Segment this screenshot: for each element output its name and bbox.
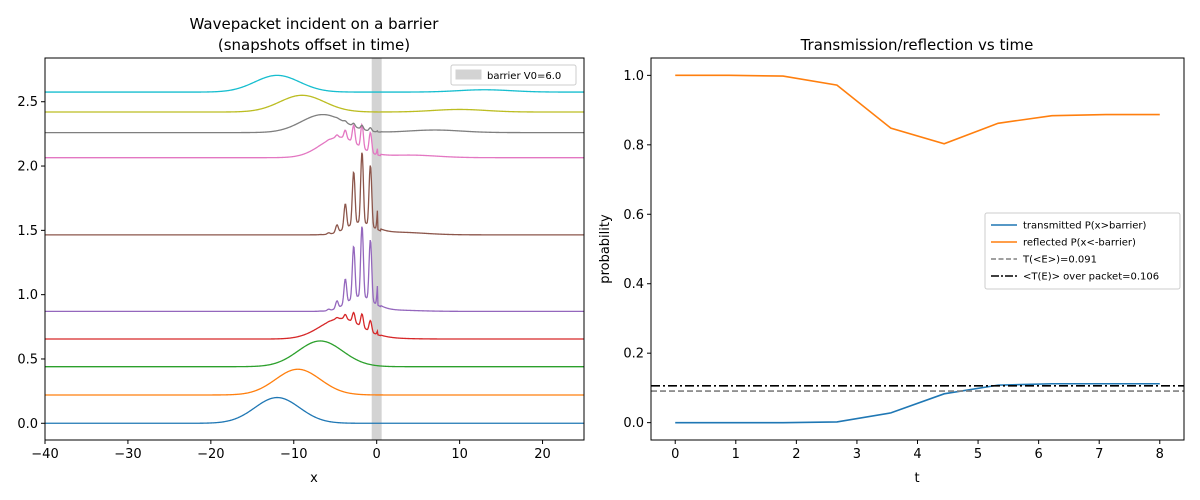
y-tick-label: 1.5: [17, 224, 38, 239]
wavepacket-lines: [45, 74, 584, 424]
legend-label-0: transmitted P(x>barrier): [1023, 221, 1147, 232]
x-tick-label: 10: [451, 447, 468, 462]
wavepacket-line-2: [45, 340, 584, 368]
x-tick-label: 4: [913, 447, 921, 462]
x-tick-label: −20: [197, 447, 224, 462]
barrier-band: [371, 58, 382, 440]
chart2-xlabel: t: [914, 471, 919, 486]
y-tick-label: 1.0: [17, 288, 38, 303]
x-tick-label: 20: [534, 447, 551, 462]
chart2-ticks: 0 1 2 3 4 5 6 7 8 0.0 0.2 0.4 0.6 0.8 1.0: [623, 69, 1164, 462]
legend-label-1: reflected P(x<-barrier): [1023, 238, 1136, 249]
x-tick-label: 6: [1034, 447, 1042, 462]
x-tick-label: −40: [31, 447, 58, 462]
y-tick-label: 0.0: [623, 416, 644, 431]
y-tick-label: 2.5: [17, 95, 38, 110]
x-tick-label: −30: [114, 447, 141, 462]
probability-lines: [651, 74, 1184, 424]
y-tick-label: 0.6: [623, 208, 644, 223]
chart1-legend: barrier V0=6.0: [450, 64, 577, 86]
x-tick-label: −10: [280, 447, 307, 462]
chart1-axes-frame: [44, 57, 585, 441]
wavepacket-line-3: [45, 311, 584, 340]
chart2-legend-box: [984, 212, 1181, 290]
x-tick-label: 1: [732, 447, 740, 462]
x-tick-label: 3: [853, 447, 861, 462]
legend-label-2: T(<E>)=0.091: [1022, 255, 1097, 266]
y-tick-label: 0.4: [623, 277, 644, 292]
chart2-legend: transmitted P(x>barrier) reflected P(x<-b…: [984, 212, 1181, 290]
y-tick-label: 0.8: [623, 138, 644, 153]
chart2-axes-frame: [650, 57, 1185, 441]
legend-barrier-label: barrier V0=6.0: [487, 71, 561, 82]
chart1-xlabel: x: [310, 471, 318, 486]
y-tick-label: 0.5: [17, 352, 38, 367]
chart2-ylabel: probability: [598, 214, 613, 284]
chart2-title: Transmission/reflection vs time: [800, 36, 1034, 54]
wavepacket-line-9: [45, 74, 584, 93]
x-tick-label: 2: [792, 447, 800, 462]
x-tick-label: 5: [974, 447, 982, 462]
legend-label-3: <T(E)> over packet=0.106: [1023, 272, 1159, 283]
wavepacket-line-6: [45, 122, 584, 159]
wavepacket-chart: Wavepacket incident on a barrier (snapsh…: [17, 15, 585, 486]
series-line-0: [675, 382, 1160, 424]
y-tick-label: 2.0: [17, 160, 38, 175]
y-tick-label: 1.0: [623, 69, 644, 84]
wavepacket-line-5: [45, 152, 584, 236]
chart1-legend-box: [450, 64, 577, 86]
probability-chart: Transmission/reflection vs time 0 1 2 3 4 5 6 7…: [598, 36, 1185, 486]
x-tick-label: 0: [373, 447, 381, 462]
series-line-1: [675, 74, 1160, 145]
wavepacket-line-7: [45, 113, 584, 134]
chart1-title-line2: (snapshots offset in time): [218, 36, 410, 54]
y-tick-label: 0.2: [623, 347, 644, 362]
legend-barrier-swatch: [455, 69, 482, 80]
wavepacket-line-4: [45, 226, 584, 313]
y-tick-label: 0.0: [17, 417, 38, 432]
chart1-title-line1: Wavepacket incident on a barrier: [190, 15, 440, 33]
chart1-ticks: −40 −30 −20 −10 0 10 20 0.0 0.5 1.0 1.5 2.0 2.5: [17, 95, 550, 462]
wavepacket-line-8: [45, 94, 584, 113]
wavepacket-line-0: [45, 396, 584, 424]
x-tick-label: 7: [1095, 447, 1103, 462]
wavepacket-line-1: [45, 368, 584, 396]
x-tick-label: 8: [1156, 447, 1164, 462]
x-tick-label: 0: [671, 447, 679, 462]
